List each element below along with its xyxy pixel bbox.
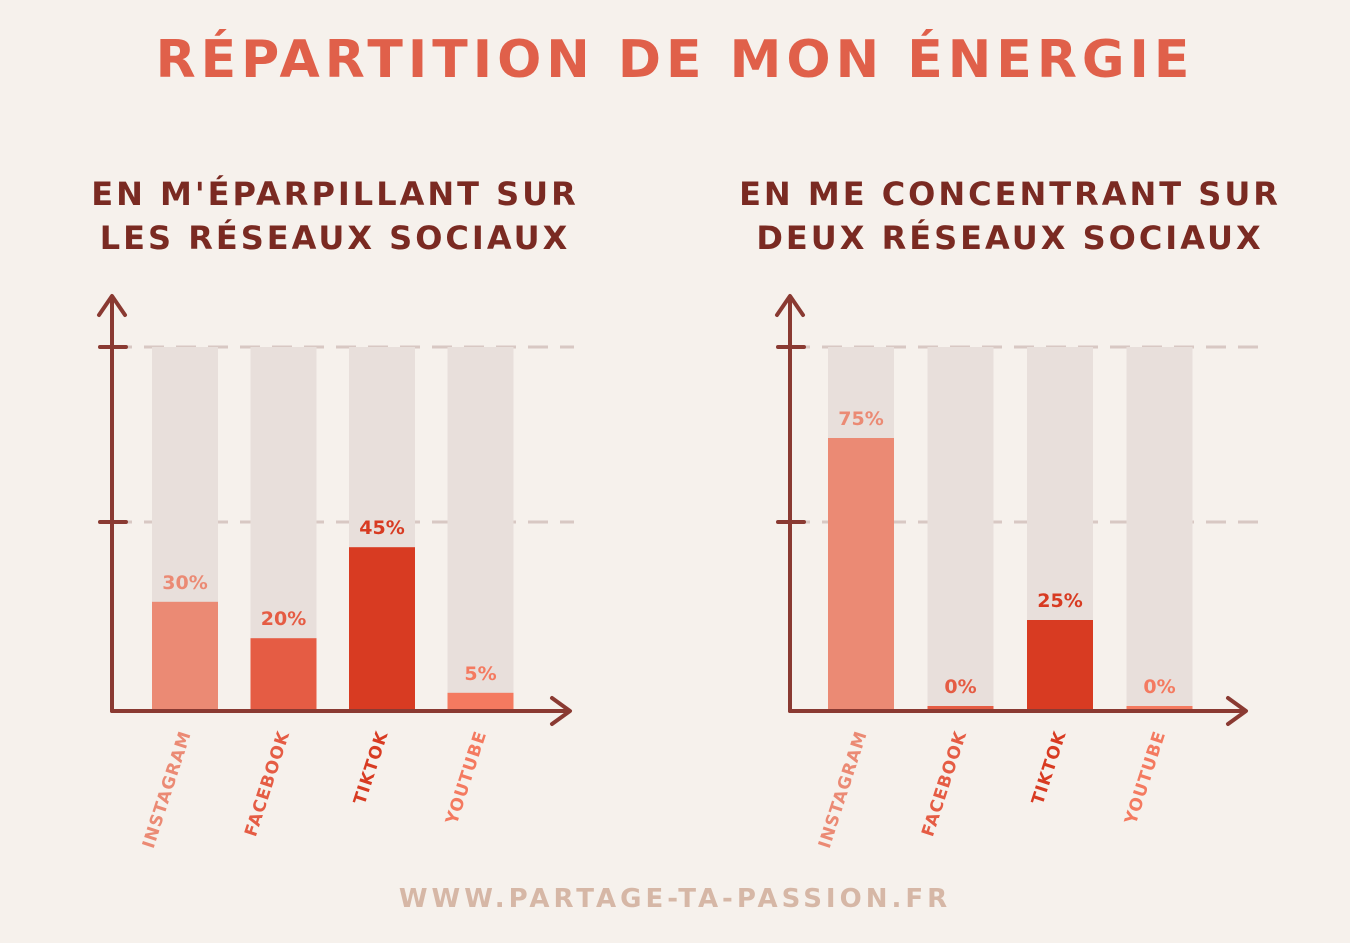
page-title: Répartition de mon énergie — [155, 30, 1195, 90]
right-x-axis-arrow — [1226, 696, 1248, 726]
right-category-label-facebook: Facebook — [918, 728, 971, 839]
left-value-label-instagram: 30% — [162, 572, 207, 594]
right-bar-youtube — [1126, 706, 1193, 711]
right-bar-facebook — [927, 706, 994, 711]
right-category-label-youtube: Youtube — [1121, 728, 1170, 827]
right-bar-instagram — [828, 438, 894, 711]
right-value-label-instagram: 75% — [838, 408, 883, 430]
left-value-label-tiktok: 45% — [359, 517, 404, 539]
right-value-label-facebook: 0% — [944, 676, 976, 698]
left-value-label-youtube: 5% — [464, 663, 496, 685]
left-value-label-facebook: 20% — [261, 608, 306, 630]
right-track-youtube — [1126, 347, 1193, 711]
left-chart-subtitle: En m'éparpillant sur les réseaux sociaux — [91, 175, 579, 257]
left-bar-facebook — [250, 638, 317, 711]
right-value-label-tiktok: 25% — [1037, 590, 1082, 612]
left-bar-youtube — [447, 692, 514, 711]
right-y-axis-arrow — [775, 294, 805, 317]
left-x-axis-arrow — [550, 696, 572, 726]
left-bar-tiktok — [349, 547, 415, 711]
left-track-youtube — [447, 347, 514, 711]
left-bar-instagram — [152, 601, 218, 711]
left-y-axis-arrow — [97, 294, 127, 317]
right-category-label-tiktok: TikTok — [1028, 728, 1071, 807]
right-value-label-youtube: 0% — [1143, 676, 1175, 698]
right-track-facebook — [927, 347, 994, 711]
footer-url: www.partage-ta-passion.fr — [398, 884, 952, 914]
right-bar-tiktok — [1027, 620, 1093, 711]
right-category-label-instagram: Instagram — [815, 728, 872, 851]
right-chart-subtitle: En me concentrant sur deux réseaux socia… — [739, 175, 1281, 257]
